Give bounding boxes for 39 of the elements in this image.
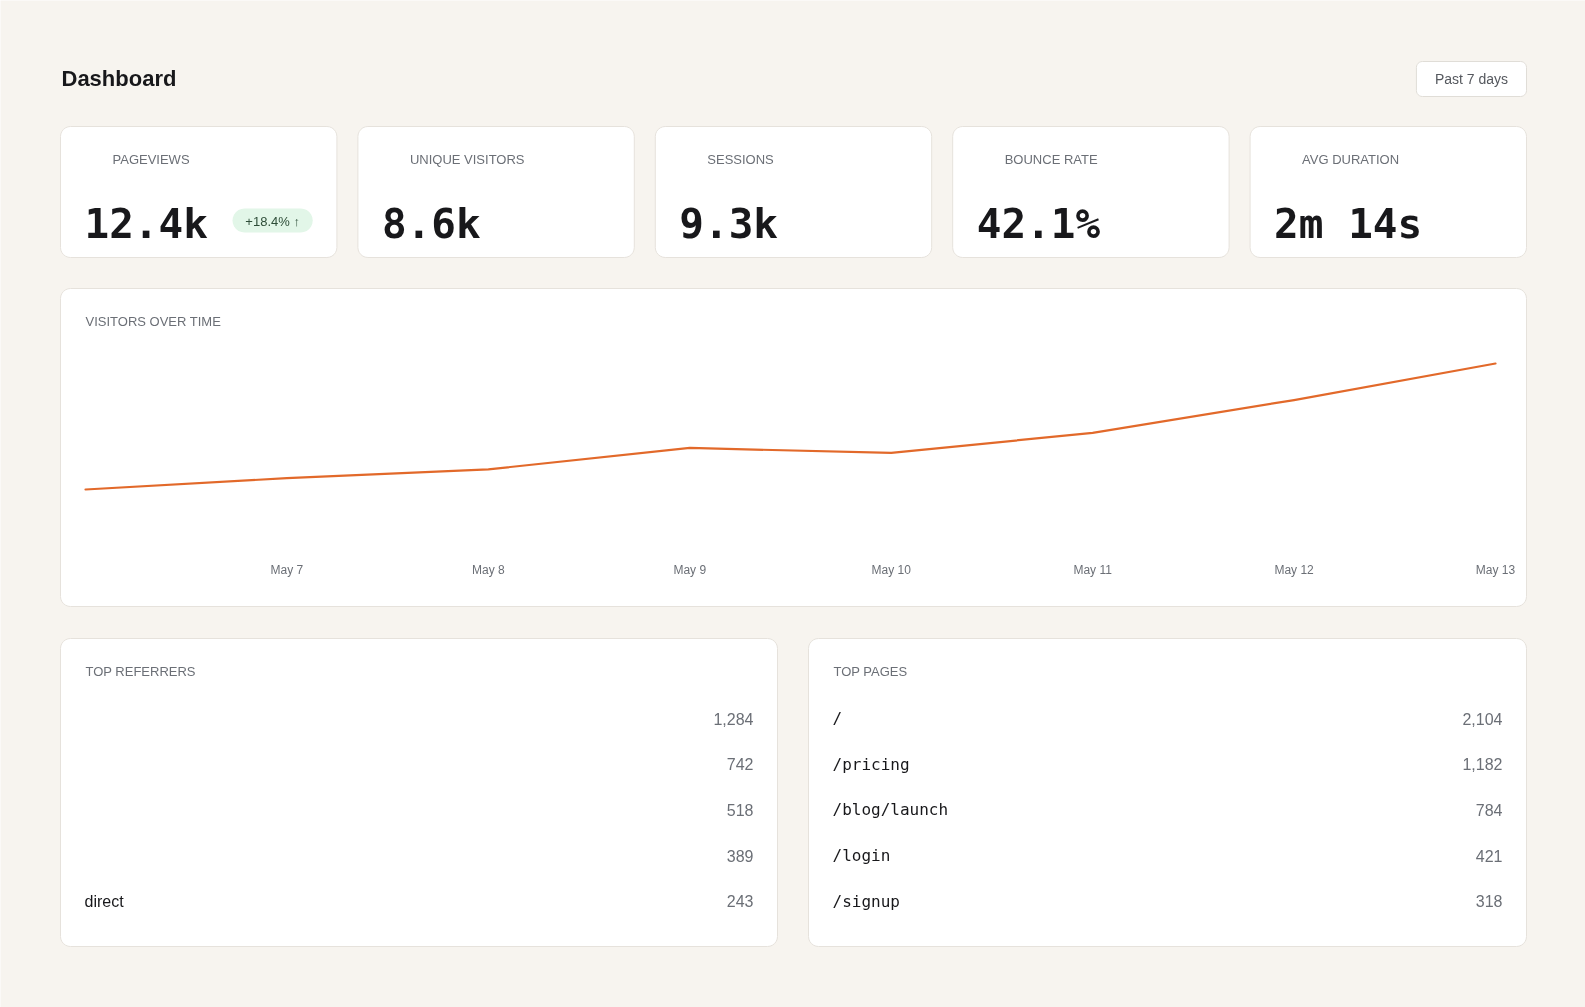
category-label: /signup bbox=[832, 891, 900, 911]
data-label: 742 bbox=[726, 756, 754, 774]
text: 12.4k bbox=[84, 199, 208, 248]
category-label: /blog/launch bbox=[832, 800, 949, 820]
text: UNIQUE VISITORS bbox=[409, 152, 525, 167]
text: AVG DURATION bbox=[1302, 152, 1400, 167]
data-label: 784 bbox=[1475, 801, 1503, 819]
x-tick-label: May 8 bbox=[472, 562, 506, 577]
text: 8.6k bbox=[381, 199, 481, 248]
data-label: 518 bbox=[726, 801, 754, 819]
text: PAGEVIEWS bbox=[112, 152, 190, 167]
x-tick-label: May 10 bbox=[871, 562, 912, 577]
x-tick-label: May 11 bbox=[1073, 562, 1113, 577]
chart-title: VISITORS OVER TIME bbox=[85, 314, 222, 329]
text: Dashboard bbox=[61, 65, 177, 91]
text: Past 7 days bbox=[1434, 71, 1509, 87]
text: 9.3k bbox=[679, 199, 779, 248]
data-label: 389 bbox=[726, 847, 754, 865]
text: 42.1% bbox=[976, 199, 1101, 248]
data-label: 2,104 bbox=[1462, 710, 1503, 728]
x-tick-label: May 7 bbox=[270, 562, 304, 577]
category-label: / bbox=[832, 709, 843, 728]
category-label: /login bbox=[832, 846, 891, 866]
data-label: 243 bbox=[726, 893, 754, 911]
category-label: /pricing bbox=[832, 754, 910, 774]
text: +18.4% ↑ bbox=[245, 213, 300, 229]
x-tick-label: May 12 bbox=[1274, 562, 1315, 577]
text: BOUNCE RATE bbox=[1004, 152, 1098, 167]
x-tick-label: May 13 bbox=[1475, 562, 1516, 577]
text: 2m 14s bbox=[1274, 199, 1423, 248]
text: SESSIONS bbox=[707, 152, 775, 167]
data-label: 1,182 bbox=[1462, 756, 1503, 774]
text: TOP PAGES bbox=[833, 664, 908, 679]
data-label: 421 bbox=[1475, 847, 1503, 865]
category-label: direct bbox=[84, 892, 125, 910]
data-label: 318 bbox=[1475, 893, 1503, 911]
data-label: 1,284 bbox=[713, 710, 754, 728]
text: TOP REFERRERS bbox=[85, 664, 196, 679]
x-tick-label: May 9 bbox=[673, 562, 707, 577]
